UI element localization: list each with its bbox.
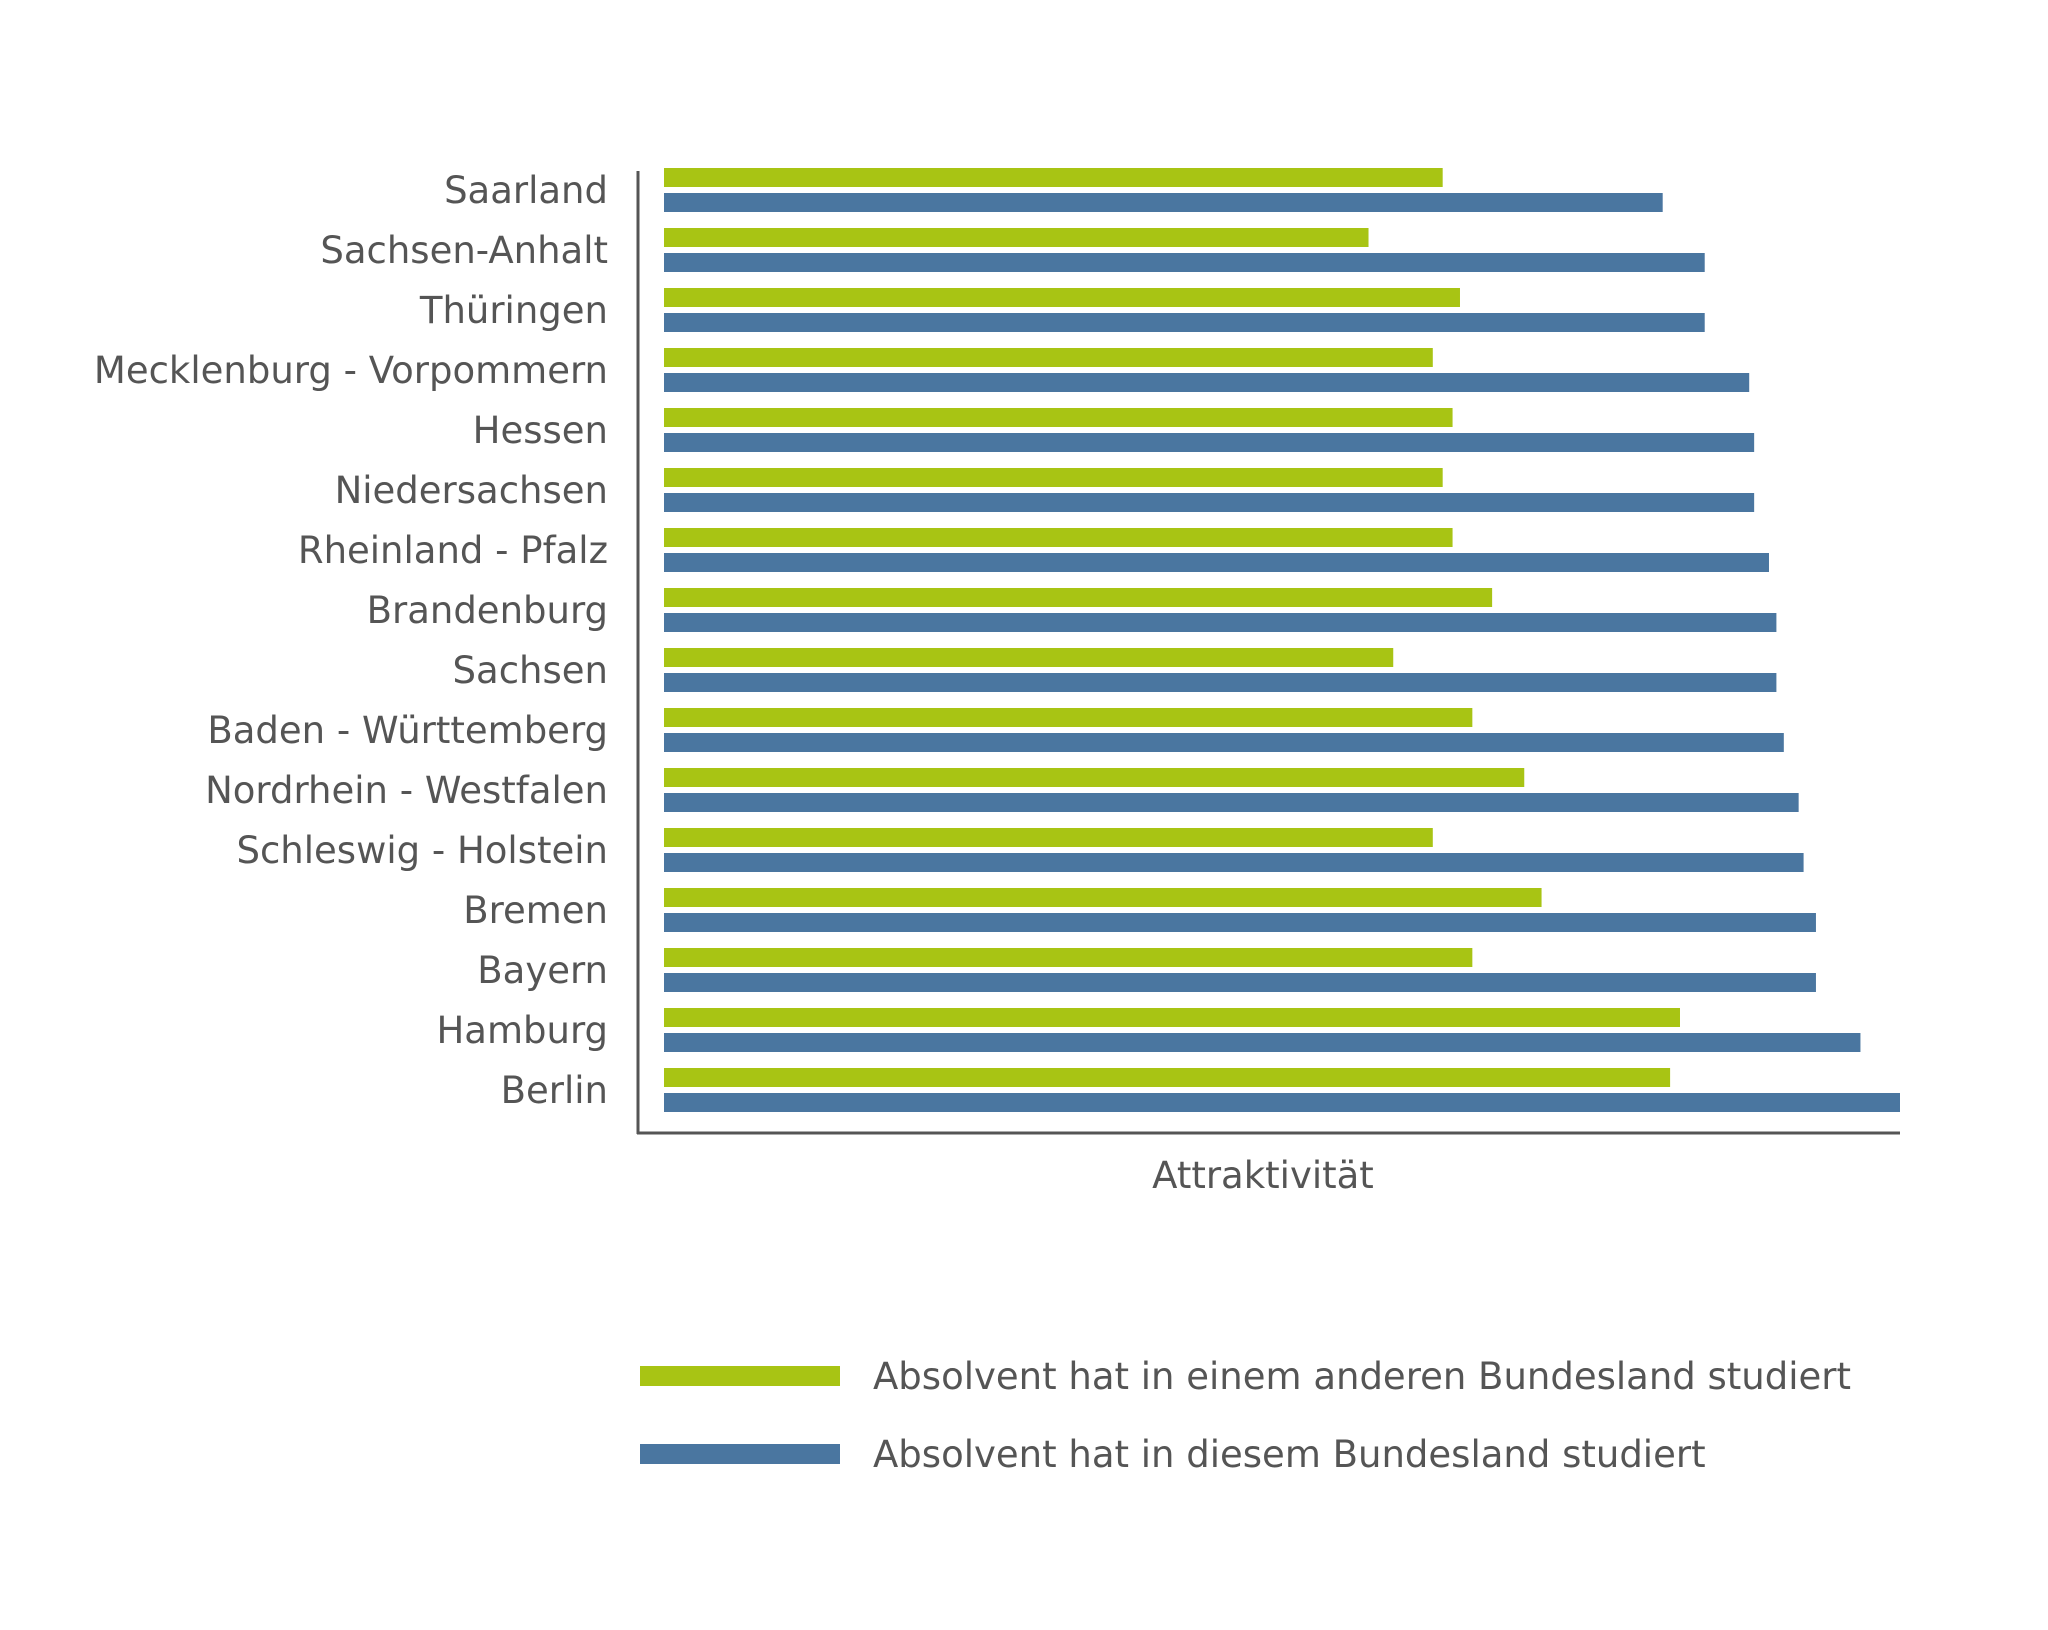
bar-baden-württemberg-series-1 (664, 733, 1784, 752)
bar-brandenburg-series-1 (664, 613, 1777, 632)
bar-schleswig-holstein-series-1 (664, 853, 1804, 872)
bar-mecklenburg-vorpommern-series-1 (664, 373, 1750, 392)
bar-schleswig-holstein-series-0 (664, 828, 1433, 847)
legend-label-this-state: Absolvent hat in diesem Bundesland studi… (873, 1433, 1706, 1476)
category-label-saarland: Saarland (444, 169, 608, 212)
bar-berlin-series-0 (664, 1068, 1671, 1087)
bar-bayern-series-1 (664, 973, 1816, 992)
bar-hamburg-series-1 (664, 1033, 1861, 1052)
category-label-sachsen-anhalt: Sachsen-Anhalt (320, 229, 608, 272)
bar-baden-württemberg-series-0 (664, 708, 1473, 727)
legend-swatch-this-state (640, 1444, 840, 1464)
category-label-hamburg: Hamburg (436, 1009, 608, 1052)
category-label-hessen: Hessen (473, 409, 608, 452)
category-label-bremen: Bremen (463, 889, 608, 932)
category-label-niedersachsen: Niedersachsen (335, 469, 608, 512)
bar-brandenburg-series-0 (664, 588, 1493, 607)
x-axis-title: Attraktivität (1152, 1154, 1374, 1197)
bar-mecklenburg-vorpommern-series-0 (664, 348, 1433, 367)
legend-label-other-state: Absolvent hat in einem anderen Bundeslan… (873, 1355, 1851, 1398)
category-label-schleswig-holstein: Schleswig - Holstein (236, 829, 608, 872)
bar-niedersachsen-series-0 (664, 468, 1443, 487)
bar-saarland-series-1 (664, 193, 1663, 212)
bars-group (664, 168, 1900, 1112)
legend-swatch-other-state (640, 1366, 840, 1386)
category-labels: Saarland Sachsen-Anhalt Thüringen Mecklenbu… (94, 169, 608, 1112)
bar-rheinland-pfalz-series-1 (664, 553, 1769, 572)
bar-hessen-series-1 (664, 433, 1755, 452)
bar-bremen-series-0 (664, 888, 1542, 907)
bar-sachsen-series-0 (664, 648, 1394, 667)
category-label-bayern: Bayern (477, 949, 608, 992)
bar-sachsen-anhalt-series-1 (664, 253, 1705, 272)
bar-bayern-series-0 (664, 948, 1473, 967)
category-label-berlin: Berlin (501, 1069, 608, 1112)
category-label-mecklenburg-vorpommern: Mecklenburg - Vorpommern (94, 349, 608, 392)
category-label-thüringen: Thüringen (419, 289, 608, 332)
bar-nordrhein-westfalen-series-0 (664, 768, 1525, 787)
bar-sachsen-series-1 (664, 673, 1777, 692)
bar-bremen-series-1 (664, 913, 1816, 932)
bar-rheinland-pfalz-series-0 (664, 528, 1453, 547)
category-label-sachsen: Sachsen (453, 649, 608, 692)
category-label-rheinland-pfalz: Rheinland - Pfalz (298, 529, 608, 572)
bar-berlin-series-1 (664, 1093, 1900, 1112)
bar-nordrhein-westfalen-series-1 (664, 793, 1799, 812)
category-label-brandenburg: Brandenburg (367, 589, 608, 632)
bar-hamburg-series-0 (664, 1008, 1680, 1027)
category-label-baden-württemberg: Baden - Württemberg (207, 709, 608, 752)
bar-thüringen-series-1 (664, 313, 1705, 332)
bar-thüringen-series-0 (664, 288, 1460, 307)
bar-niedersachsen-series-1 (664, 493, 1755, 512)
category-label-nordrhein-westfalen: Nordrhein - Westfalen (205, 769, 608, 812)
bar-hessen-series-0 (664, 408, 1453, 427)
bar-saarland-series-0 (664, 168, 1443, 187)
bar-sachsen-anhalt-series-0 (664, 228, 1369, 247)
legend: Absolvent hat in einem anderen Bundeslan… (640, 1355, 1851, 1476)
